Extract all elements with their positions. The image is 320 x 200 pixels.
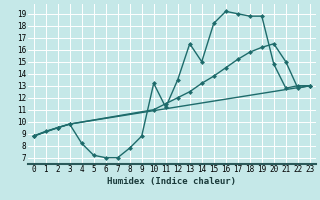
X-axis label: Humidex (Indice chaleur): Humidex (Indice chaleur) [107, 177, 236, 186]
